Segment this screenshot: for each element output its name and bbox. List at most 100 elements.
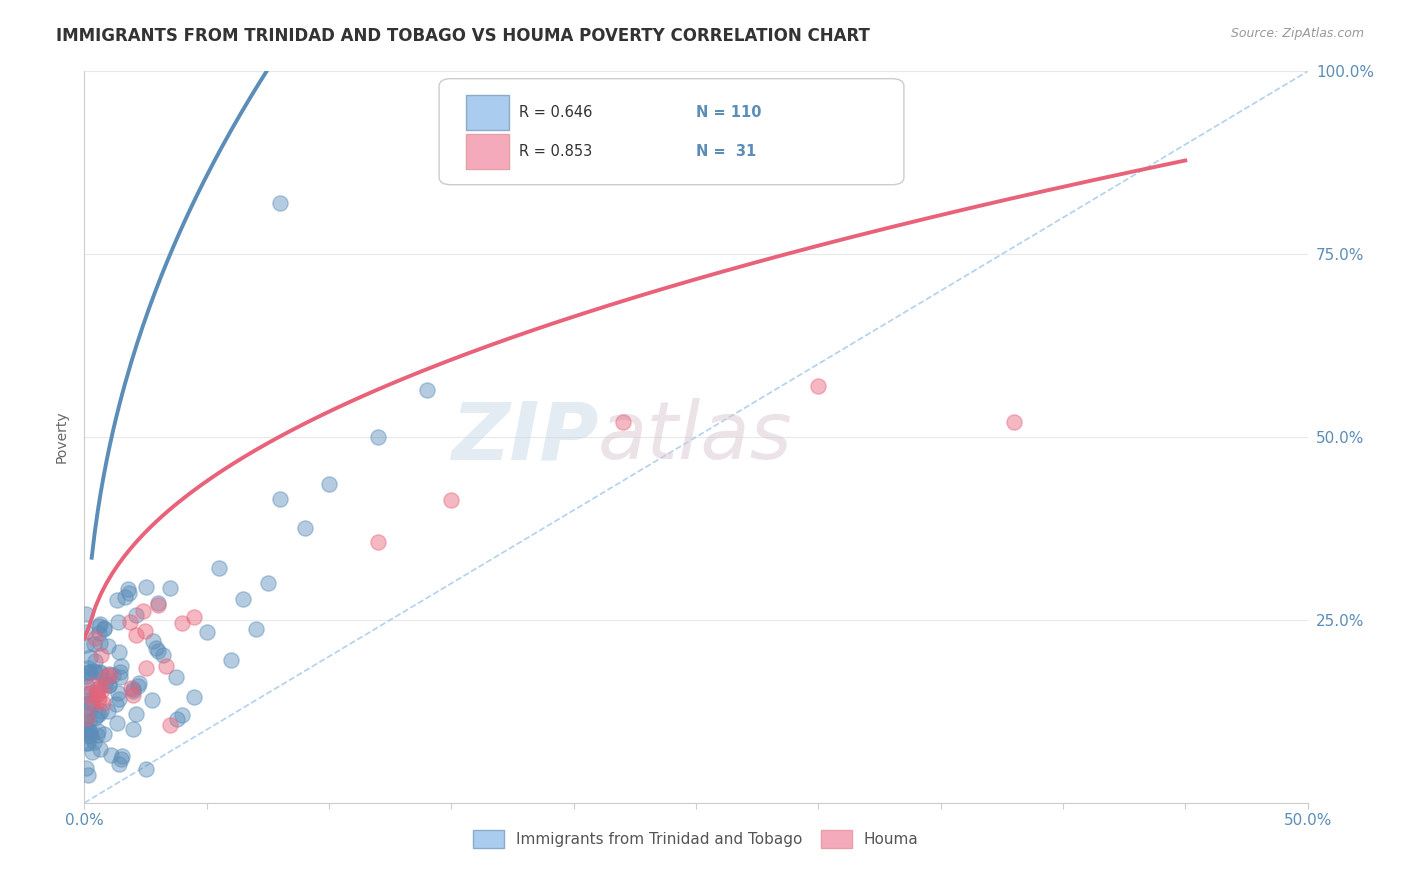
Point (90, 704, 112, 718)
Point (101, 668, 124, 682)
Point (269, 196, 291, 211)
Point (127, 679, 149, 693)
Point (77, 723, 100, 737)
Point (125, 608, 148, 623)
Point (107, 645, 129, 659)
Point (110, 658, 132, 673)
Text: R = 0.646: R = 0.646 (519, 105, 592, 120)
Point (155, 659, 177, 673)
Point (128, 676, 150, 690)
Point (114, 590, 136, 604)
Point (165, 669, 187, 683)
Point (612, 416, 634, 430)
Point (120, 681, 142, 695)
Point (75, 761, 97, 775)
Point (98, 678, 121, 692)
Point (1002, 416, 1025, 430)
Point (75, 669, 97, 683)
Text: atlas: atlas (598, 398, 793, 476)
Point (86, 681, 108, 696)
Point (97, 640, 120, 654)
Point (75, 723, 97, 738)
Point (105, 592, 128, 607)
Point (75, 625, 97, 640)
Point (318, 476, 340, 491)
Point (86, 708, 108, 723)
Text: N =  31: N = 31 (696, 144, 756, 159)
Point (77, 729, 100, 743)
Point (159, 582, 181, 596)
Point (87, 706, 110, 721)
Point (134, 624, 156, 639)
Point (135, 661, 157, 675)
Point (82, 678, 104, 692)
Point (83, 665, 105, 679)
Point (807, 379, 830, 393)
Point (89, 742, 111, 756)
Point (122, 681, 145, 696)
Point (125, 707, 148, 722)
Point (120, 615, 142, 629)
Point (84, 631, 107, 645)
Point (76, 687, 98, 701)
FancyBboxPatch shape (465, 134, 509, 169)
Point (107, 691, 129, 706)
Point (80, 696, 103, 710)
Point (89, 617, 111, 632)
Point (86, 691, 108, 706)
Point (146, 644, 169, 658)
Point (89, 665, 111, 680)
Point (75, 607, 97, 621)
Text: ZIP: ZIP (451, 398, 598, 476)
Point (104, 697, 127, 711)
Point (83, 735, 105, 749)
Point (86, 685, 108, 699)
Point (108, 757, 131, 772)
Point (86, 724, 108, 739)
Point (367, 535, 389, 549)
Point (98, 667, 121, 681)
Point (79, 686, 101, 700)
Point (96, 669, 118, 683)
Point (219, 653, 242, 667)
Legend: Immigrants from Trinidad and Tobago, Houma: Immigrants from Trinidad and Tobago, Hou… (467, 824, 925, 854)
Point (84, 711, 107, 725)
Point (80, 700, 103, 714)
Point (75, 712, 97, 726)
Point (245, 623, 267, 637)
FancyBboxPatch shape (465, 95, 509, 130)
Point (83, 664, 105, 678)
Point (146, 598, 169, 612)
Point (146, 596, 169, 610)
FancyBboxPatch shape (439, 78, 904, 185)
Text: N = 110: N = 110 (696, 105, 762, 120)
Point (93, 623, 115, 637)
Point (294, 521, 316, 535)
Point (79, 665, 101, 680)
Point (76, 768, 98, 782)
Point (75, 735, 97, 749)
Point (76, 679, 98, 693)
Point (159, 718, 181, 732)
Point (141, 693, 163, 707)
Point (183, 690, 205, 704)
Point (91, 683, 114, 698)
Point (367, 430, 389, 444)
Point (89, 665, 111, 680)
Point (108, 665, 131, 679)
Point (93, 727, 115, 741)
Point (75, 715, 97, 730)
Point (111, 748, 134, 763)
Point (80, 730, 103, 744)
Point (90, 648, 112, 662)
Point (232, 591, 254, 606)
Point (82, 697, 104, 711)
Point (75, 638, 97, 652)
Point (87, 618, 110, 632)
Point (105, 716, 128, 731)
Text: Source: ZipAtlas.com: Source: ZipAtlas.com (1230, 27, 1364, 40)
Point (80, 745, 103, 759)
Point (93, 677, 115, 691)
Point (142, 634, 165, 648)
Point (135, 762, 157, 776)
